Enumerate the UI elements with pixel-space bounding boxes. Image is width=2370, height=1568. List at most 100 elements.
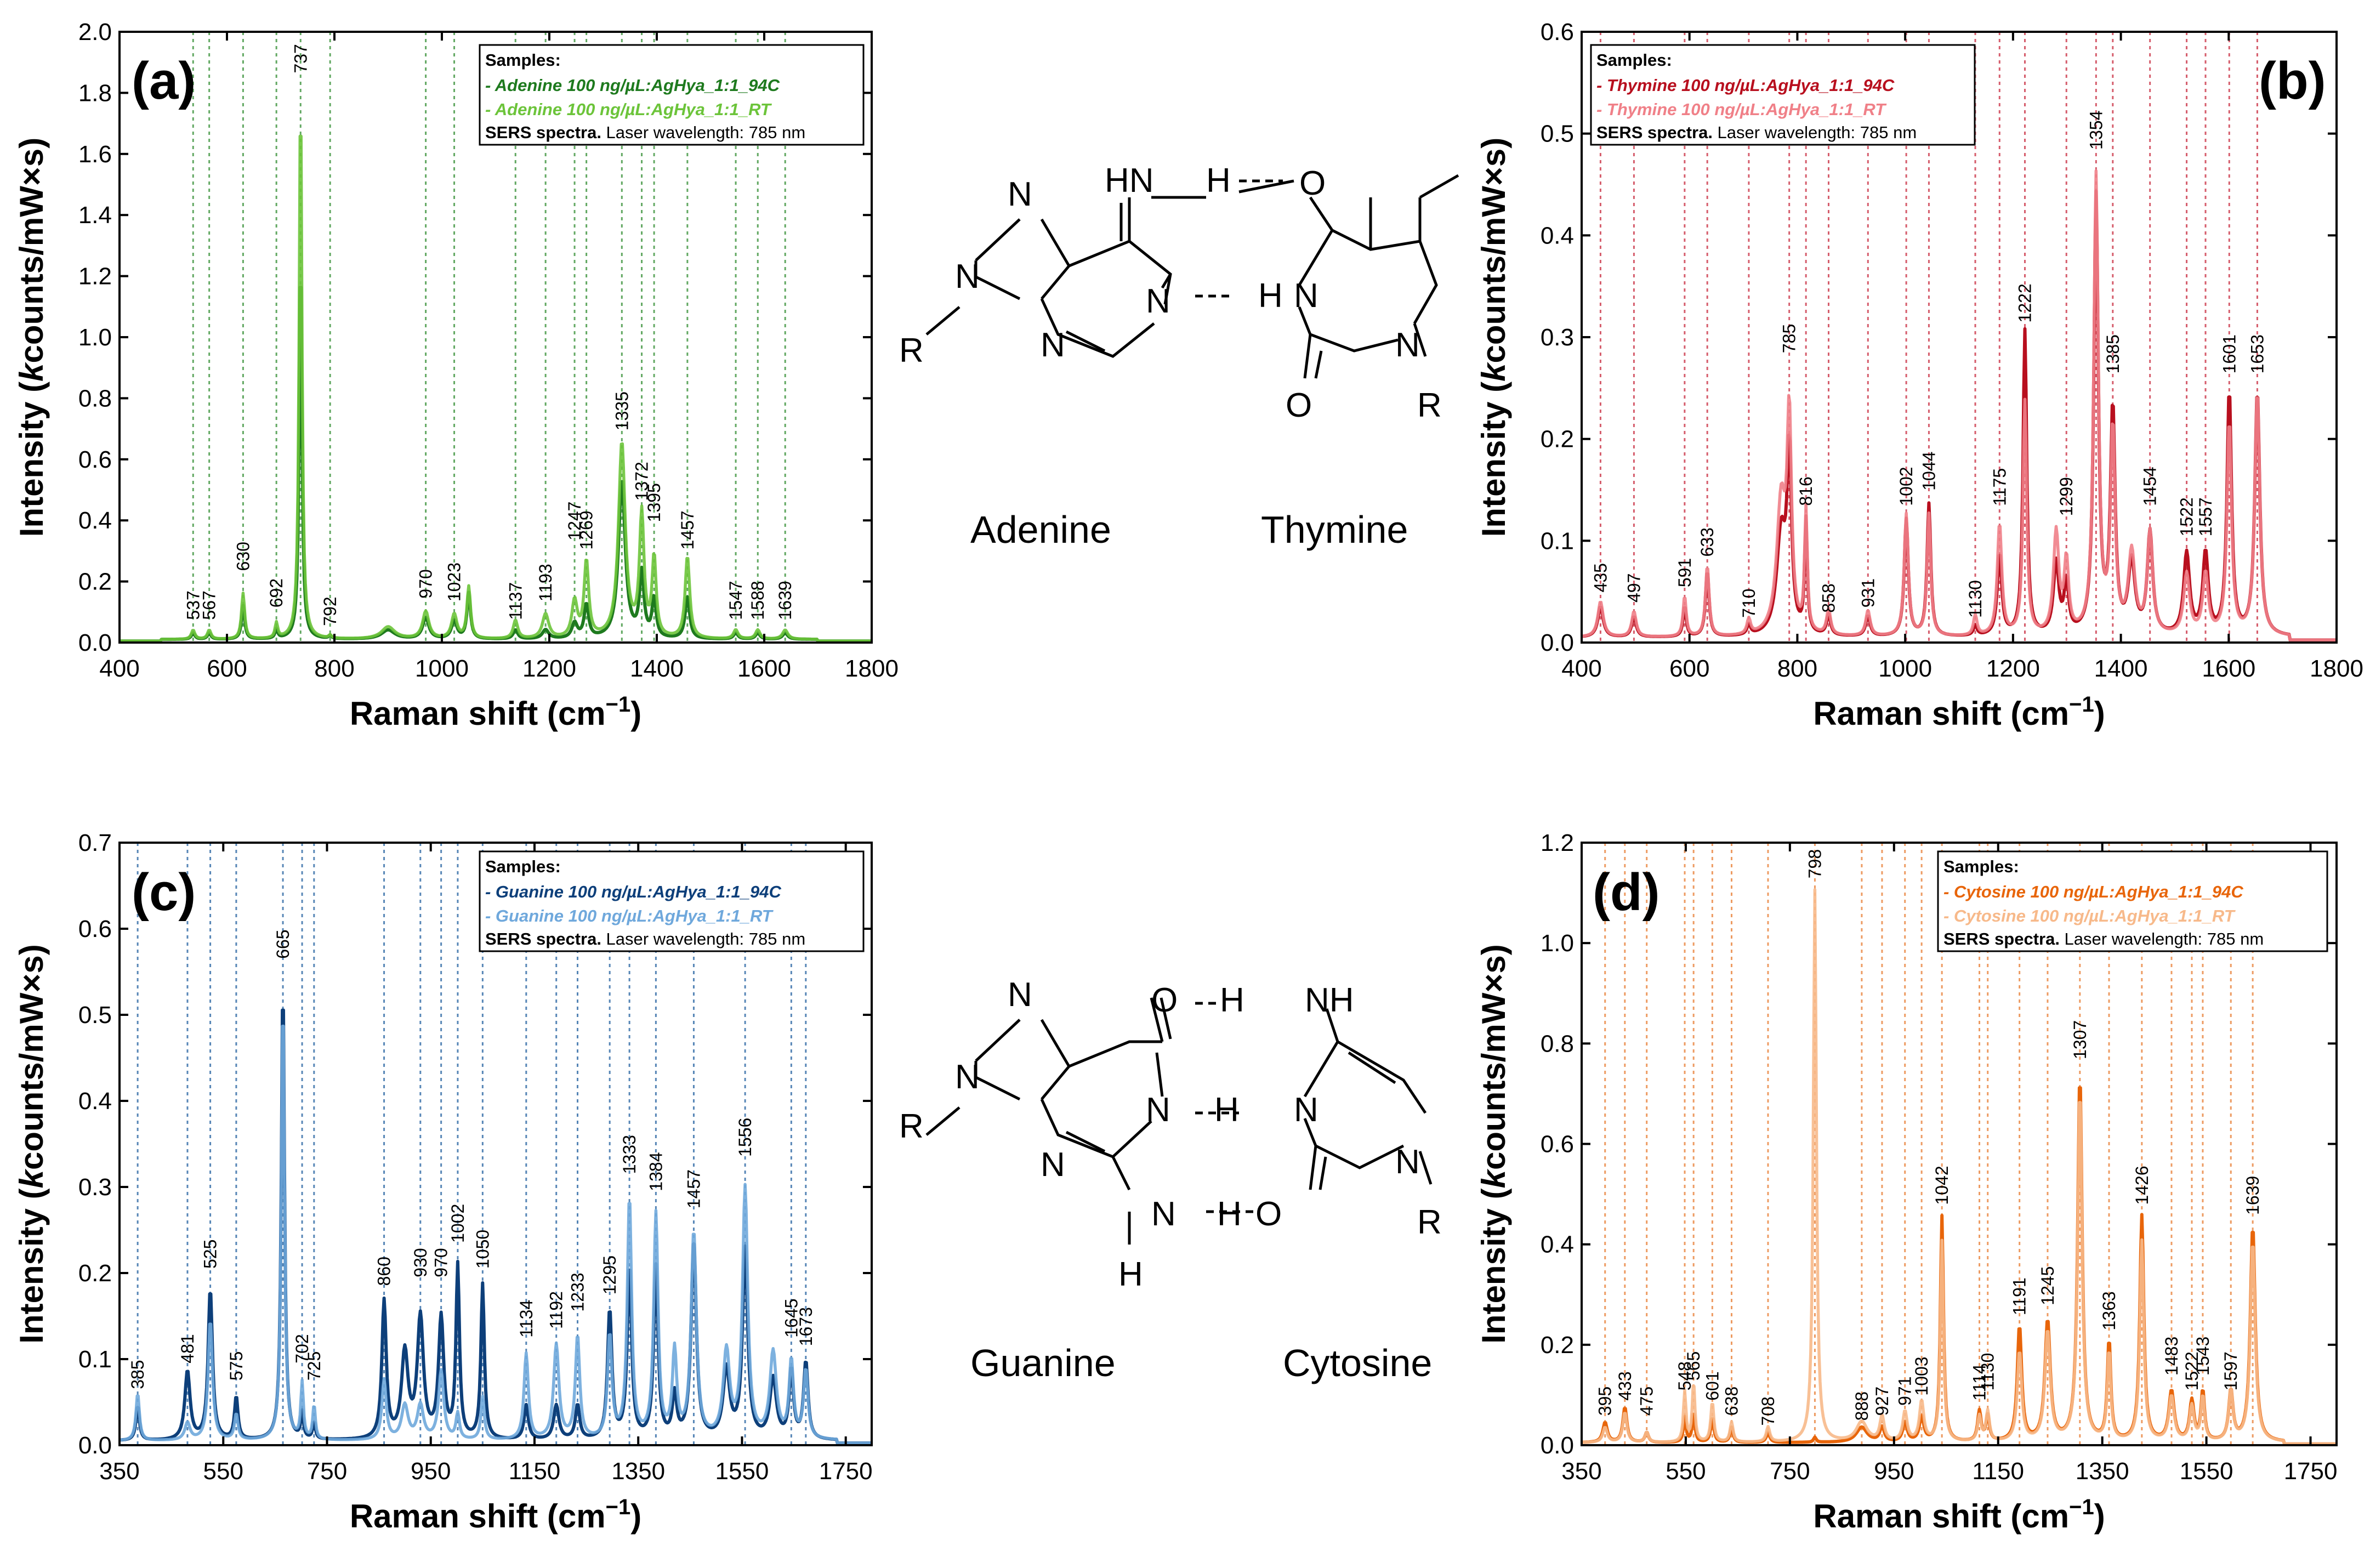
y-tick-label: 0.5	[78, 1002, 112, 1029]
atom-n3: N	[1041, 326, 1065, 364]
series-line-2	[1581, 888, 2337, 1446]
peak-label: 665	[273, 929, 293, 958]
y-tick-label: 0.6	[78, 446, 112, 473]
legend-entry-2: - Guanine 100 ng/µL:AgHya_1:1_RT	[485, 906, 774, 925]
atom-g-h1: H	[1214, 1091, 1239, 1129]
x-tick-label: 1600	[737, 655, 791, 682]
atom-c-r: R	[1417, 1203, 1442, 1241]
peak-label: 1557	[2196, 497, 2215, 536]
x-tick-label: 1150	[1972, 1458, 2024, 1485]
guanine-cytosine-labels: N N N N O H N H H H NH N O N R R	[899, 976, 1442, 1293]
legend-note: SERS spectra. Laser wavelength: 785 nm	[1943, 929, 2264, 948]
x-tick-label: 1200	[522, 655, 576, 682]
x-tick-label: 1550	[2180, 1458, 2233, 1485]
adenine-thymine-labels: N N N N HN H O H N O N R R	[899, 162, 1442, 424]
x-tick-label: 1750	[2284, 1458, 2338, 1485]
peak-label: 1601	[2219, 334, 2239, 373]
peak-label: 1050	[473, 1230, 492, 1269]
peak-label: 1354	[2086, 111, 2106, 150]
atom-g-n1: N	[1146, 1091, 1170, 1129]
peak-label: 575	[226, 1351, 246, 1380]
peak-label: 798	[1805, 849, 1825, 878]
peak-label: 1114	[1970, 1364, 1990, 1400]
y-tick-label: 0.1	[78, 1346, 112, 1373]
peak-label: 1247	[565, 502, 584, 541]
guanine-cytosine-structure	[925, 997, 1433, 1245]
legend-title: Samples:	[1943, 857, 2019, 876]
adenine-name: Adenine	[970, 508, 1111, 551]
peak-label: 481	[178, 1334, 197, 1363]
y-axis-title: Intensity (kcounts/mW×s)	[1475, 944, 1512, 1343]
peak-label: 1295	[600, 1255, 620, 1294]
y-tick-label: 0.8	[1541, 1030, 1574, 1057]
x-tick-label: 350	[99, 1458, 139, 1485]
x-axis-title: Raman shift (cm−1)	[1813, 692, 2105, 732]
peak-label: 971	[1895, 1377, 1915, 1406]
y-tick-label: 0.4	[78, 507, 112, 534]
atom-c-o2: O	[1255, 1195, 1282, 1233]
atom-n6h: HN	[1105, 162, 1154, 200]
cytosine-name: Cytosine	[1283, 1342, 1432, 1384]
peak-label: 692	[266, 578, 286, 607]
peak-label: 1175	[1990, 468, 2009, 506]
peak-label: 1385	[2103, 334, 2123, 373]
legend-entry-2: - Cytosine 100 ng/µL:AgHya_1:1_RT	[1943, 906, 2236, 925]
peak-label: 1044	[1919, 452, 1939, 491]
peak-label: 1384	[646, 1152, 666, 1191]
peak-label: 931	[1858, 578, 1878, 607]
peak-label: 1363	[2099, 1291, 2119, 1330]
peak-label: 1130	[1978, 1353, 1998, 1391]
atom-r1: R	[899, 332, 924, 370]
peak-label: 1639	[2243, 1176, 2263, 1215]
x-tick-label: 400	[99, 655, 139, 682]
peak-label: 601	[1702, 1371, 1722, 1400]
atom-g-n7: N	[1008, 976, 1032, 1014]
panel-label: (a)	[132, 52, 196, 110]
series-line-2	[119, 1024, 872, 1445]
y-tick-label: 0.3	[1541, 324, 1574, 351]
atom-c-n3: N	[1294, 1091, 1318, 1129]
peak-label: 927	[1872, 1387, 1892, 1416]
peak-label: 1645	[781, 1298, 801, 1337]
x-tick-label: 950	[411, 1458, 451, 1485]
x-tick-label: 750	[1770, 1458, 1810, 1485]
peak-label: 525	[201, 1240, 220, 1269]
peak-label: 1023	[445, 563, 464, 601]
x-tick-label: 550	[1666, 1458, 1706, 1485]
peak-label: 1134	[516, 1300, 536, 1338]
y-tick-label: 0.2	[1541, 426, 1574, 453]
x-tick-label: 1400	[630, 655, 684, 682]
atom-c-n1: N	[1395, 1143, 1420, 1181]
series-line-1	[1581, 189, 2337, 642]
peak-label: 1269	[577, 510, 596, 549]
peak-label: 1597	[2221, 1351, 2241, 1390]
x-tick-label: 950	[1874, 1458, 1914, 1485]
y-tick-label: 0.0	[1541, 629, 1574, 656]
x-tick-label: 750	[307, 1458, 347, 1485]
y-tick-label: 1.2	[1541, 830, 1574, 856]
peak-label: 1002	[448, 1204, 468, 1243]
atom-o2: O	[1286, 387, 1312, 424]
atom-n9: N	[955, 258, 980, 296]
peak-label: 1457	[678, 510, 697, 549]
legend-note: SERS spectra. Laser wavelength: 785 nm	[1596, 123, 1917, 142]
x-axis-title: Raman shift (cm−1)	[1813, 1495, 2105, 1535]
x-tick-label: 800	[314, 655, 354, 682]
y-tick-label: 1.2	[78, 263, 112, 290]
atom-g-h2b: H	[1118, 1255, 1143, 1293]
peak-label: 710	[1739, 588, 1759, 617]
peak-label: 792	[320, 596, 340, 626]
peak-label: 1130	[1965, 580, 1985, 618]
legend-entry-2: - Adenine 100 ng/µL:AgHya_1:1_RT	[485, 100, 772, 119]
atom-g-r: R	[899, 1107, 924, 1145]
legend: Samples: - Cytosine 100 ng/µL:AgHya_1:1_9…	[1937, 850, 2328, 952]
peak-label: 1454	[2140, 467, 2160, 505]
thymine-name: Thymine	[1261, 508, 1408, 551]
atom-o4: O	[1299, 164, 1326, 202]
legend-note: SERS spectra. Laser wavelength: 785 nm	[485, 123, 805, 142]
series-line-2	[1581, 169, 2337, 642]
legend-entry-1: - Guanine 100 ng/µL:AgHya_1:1_94C	[485, 882, 781, 901]
